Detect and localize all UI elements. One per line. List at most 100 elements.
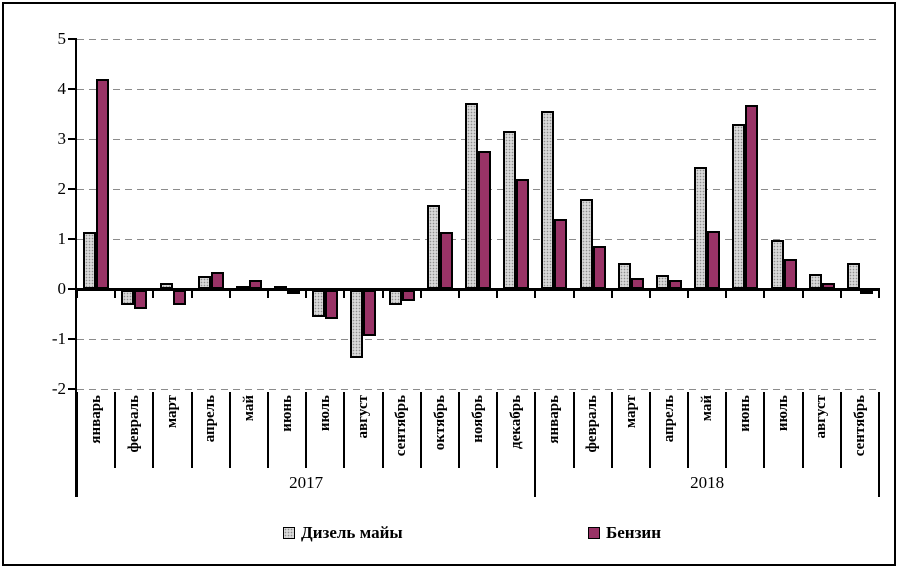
category-tickmark xyxy=(76,289,78,298)
month-label-text: март xyxy=(622,395,639,429)
bar-benzin-5 xyxy=(287,290,300,294)
bar-benzin-20 xyxy=(859,290,873,294)
month-label-text: март xyxy=(164,395,181,429)
x-axis-month-label: май xyxy=(230,392,268,468)
month-separator xyxy=(152,392,155,468)
bar-benzin-17 xyxy=(745,105,759,289)
x-axis-year-label-2018: 2018 xyxy=(690,472,725,492)
month-label-text: июль xyxy=(316,395,333,432)
month-separator xyxy=(878,392,880,468)
x-axis-month-label: май xyxy=(688,392,726,468)
year-separator xyxy=(878,468,880,497)
y-axis-tick-label: 2 xyxy=(57,179,67,198)
month-separator xyxy=(457,392,460,468)
bar-diesel-14 xyxy=(617,263,631,289)
category-tickmark xyxy=(267,289,269,298)
y-axis-tickmark xyxy=(68,138,77,140)
category-tickmark xyxy=(648,289,651,298)
bar-benzin-0 xyxy=(96,79,110,289)
legend-item-diesel: Дизель майы xyxy=(283,523,403,543)
month-separator xyxy=(725,392,728,468)
bar-diesel-10 xyxy=(465,103,478,289)
bar-benzin-18 xyxy=(783,259,797,289)
legend-item-benzin: Бензин xyxy=(588,523,661,543)
gridline-3 xyxy=(77,139,879,140)
x-axis-month-label: июль xyxy=(306,392,344,468)
x-axis-month-label: февраль xyxy=(115,392,153,468)
x-axis-month-label: март xyxy=(612,392,650,468)
bar-benzin-9 xyxy=(439,232,453,289)
x-axis-month-label: апрель xyxy=(192,392,230,468)
month-separator xyxy=(534,392,537,468)
category-tickmark xyxy=(610,289,613,298)
month-separator xyxy=(496,392,499,468)
legend: Дизель майы Бензин xyxy=(0,519,898,549)
month-label-text: январь xyxy=(87,395,104,444)
legend-label-diesel: Дизель майы xyxy=(301,523,403,542)
category-tickmark xyxy=(763,289,766,298)
legend-swatch-diesel xyxy=(283,527,295,539)
category-tickmark xyxy=(878,289,880,298)
month-label-text: ноябрь xyxy=(469,395,486,443)
month-separator xyxy=(610,392,613,468)
year-separator xyxy=(76,468,78,497)
month-separator xyxy=(648,392,651,468)
x-axis-month-label: июнь xyxy=(268,392,306,468)
y-axis-tick-label: 0 xyxy=(57,279,67,298)
x-axis-month-label: июль xyxy=(764,392,802,468)
month-separator xyxy=(343,392,346,468)
bar-benzin-10 xyxy=(478,151,491,289)
x-axis-month-label: январь xyxy=(535,392,573,468)
month-separator xyxy=(381,392,384,468)
bar-diesel-20 xyxy=(846,263,860,289)
month-label-text: май xyxy=(240,395,257,422)
month-label-text: август xyxy=(813,395,830,439)
category-tickmark xyxy=(725,289,728,298)
x-axis-zero-line xyxy=(76,288,880,291)
month-label-text: октябрь xyxy=(431,395,448,451)
month-separator xyxy=(228,392,231,468)
legend-swatch-benzin xyxy=(588,527,600,539)
y-axis-tick-label: 5 xyxy=(57,29,67,48)
month-separator xyxy=(687,392,689,468)
y-axis-tickmark xyxy=(68,288,77,290)
bar-diesel-13 xyxy=(579,199,593,289)
bar-benzin-13 xyxy=(592,246,606,289)
category-tickmark xyxy=(457,289,460,298)
x-axis-month-label: июнь xyxy=(726,392,764,468)
category-tickmark xyxy=(534,289,537,298)
bar-benzin-7 xyxy=(363,290,377,336)
category-tickmark xyxy=(228,289,231,298)
y-axis-line xyxy=(75,39,77,497)
month-label-text: июль xyxy=(775,395,792,432)
month-label-text: апрель xyxy=(660,395,677,443)
bar-benzin-11 xyxy=(516,179,530,289)
x-axis-month-label: апрель xyxy=(650,392,688,468)
category-tickmark xyxy=(839,289,842,298)
category-tickmark xyxy=(419,289,422,298)
category-tickmark xyxy=(305,289,308,298)
bar-diesel-7 xyxy=(350,290,364,358)
category-tickmark xyxy=(190,289,193,298)
category-tickmark xyxy=(496,289,499,298)
month-label-text: январь xyxy=(546,395,563,444)
bar-diesel-0 xyxy=(83,232,97,289)
month-label-text: декабрь xyxy=(507,395,524,449)
y-axis-tickmark xyxy=(68,38,77,40)
y-axis-tick-label: 3 xyxy=(57,129,67,148)
month-separator xyxy=(572,392,575,468)
month-separator xyxy=(190,392,193,468)
gridline--1 xyxy=(77,339,879,340)
bar-diesel-12 xyxy=(541,111,555,289)
month-separator xyxy=(114,392,117,468)
category-tickmark xyxy=(687,289,689,298)
bar-diesel-9 xyxy=(426,205,440,289)
month-label-text: февраль xyxy=(126,395,143,453)
y-axis-tickmark xyxy=(68,338,77,340)
bar-diesel-15 xyxy=(656,275,669,289)
month-separator xyxy=(305,392,308,468)
month-label-text: май xyxy=(698,395,715,422)
year-separator xyxy=(534,468,537,497)
category-tickmark xyxy=(572,289,575,298)
